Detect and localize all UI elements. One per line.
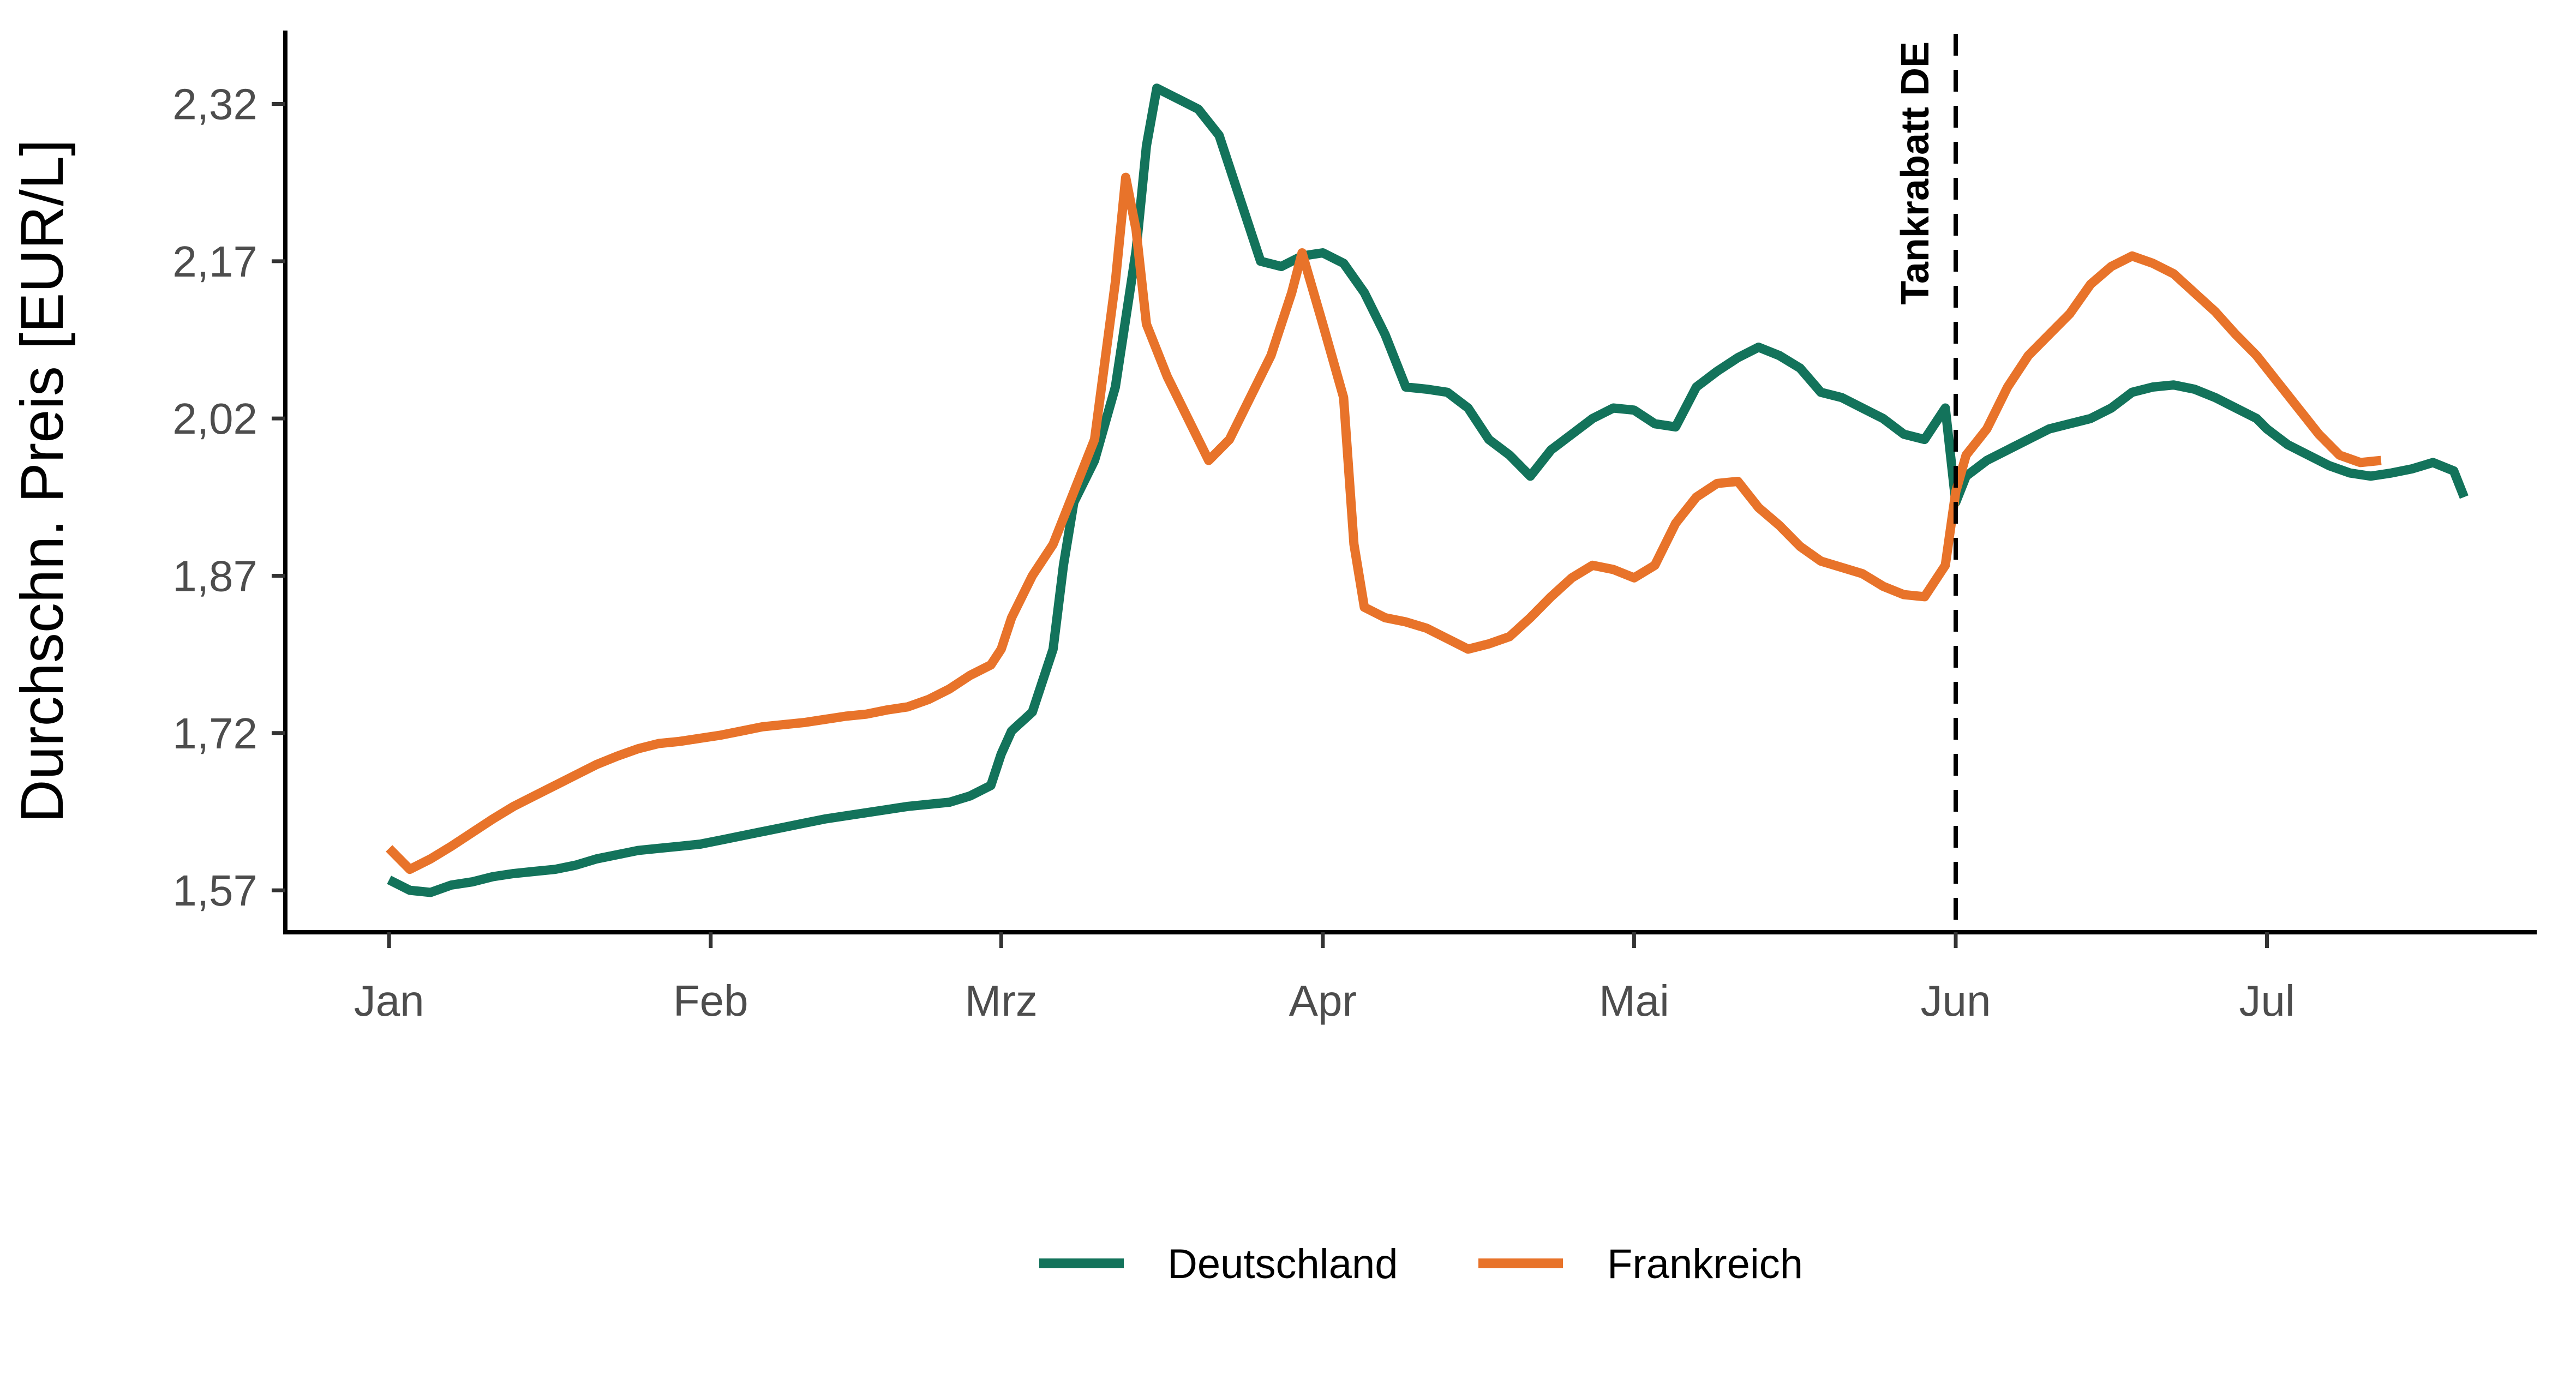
x-tick-label: Mai — [1599, 976, 1669, 1025]
y-axis-ticks: 1,57 1,72 1,87 2,02 2,17 2,32 — [172, 80, 285, 915]
y-tick-label: 2,02 — [172, 394, 257, 443]
y-tick-label: 1,57 — [172, 866, 257, 915]
x-tick-label: Jun — [1920, 976, 1991, 1025]
x-tick-label: Jan — [354, 976, 424, 1025]
annotation-group: Tankrabatt DE — [1894, 34, 1958, 932]
x-tick-label: Apr — [1289, 976, 1357, 1025]
y-tick-label: 1,72 — [172, 709, 257, 758]
x-tick-label: Feb — [673, 976, 748, 1025]
series-line-deutschland — [387, 83, 2469, 897]
legend: Deutschland Frankreich — [1039, 1241, 1803, 1287]
x-tick-label: Mrz — [965, 976, 1038, 1025]
annotation-label: Tankrabatt DE — [1894, 41, 1937, 305]
x-axis-ticks: Jan Feb Mrz Apr Mai Jun Jul — [354, 932, 2295, 1025]
legend-label-frankreich: Frankreich — [1607, 1241, 1803, 1287]
y-tick-label: 2,17 — [172, 237, 257, 286]
y-tick-label: 1,87 — [172, 551, 257, 600]
x-tick-label: Jul — [2239, 976, 2295, 1025]
series-line-frankreich — [386, 172, 2382, 874]
plot-area — [386, 83, 2469, 897]
y-tick-label: 2,32 — [172, 80, 257, 129]
y-axis-title: Durchschn. Preis [EUR/L] — [9, 139, 76, 823]
legend-label-deutschland: Deutschland — [1167, 1241, 1398, 1287]
